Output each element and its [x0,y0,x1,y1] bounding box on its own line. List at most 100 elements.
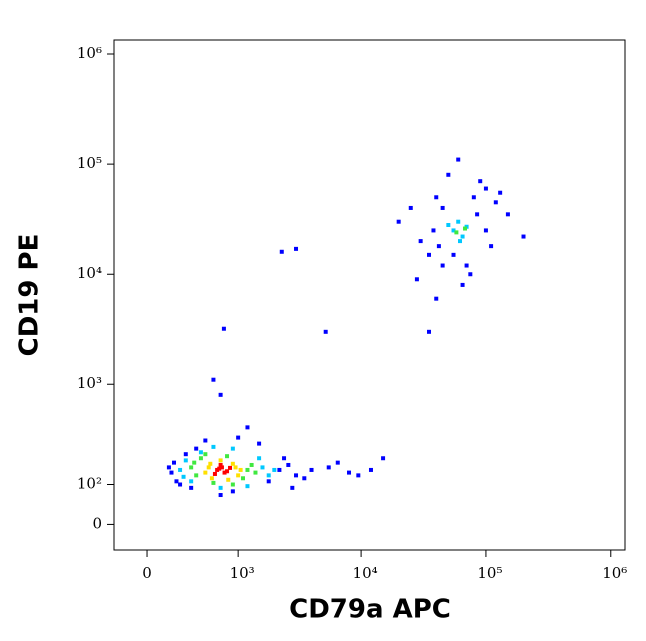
point [181,474,186,479]
point [208,461,213,466]
point [203,452,208,457]
point [169,470,174,475]
point [440,263,445,268]
point [225,454,230,459]
point [302,476,307,481]
point [434,195,439,200]
point [282,456,287,461]
point [475,212,480,217]
point [172,460,177,465]
point [183,458,188,463]
point [211,480,216,485]
point [451,252,456,257]
point [451,228,456,233]
point [192,460,197,465]
point [222,470,227,475]
point [483,186,488,191]
point [245,425,250,430]
point [446,223,451,228]
y-tick-label: 0 [92,514,102,532]
y-axis-title: CD19 PE [15,234,45,357]
point [464,263,469,268]
point [218,458,223,463]
point [440,205,445,210]
point [225,469,230,474]
point [203,470,208,475]
point [178,467,183,472]
point [427,329,432,334]
point [233,465,238,470]
point [427,252,432,257]
point [260,465,265,470]
point [478,179,483,184]
x-tick-label: 10⁵ [477,564,502,582]
point [230,446,235,451]
point [286,462,291,467]
point [236,473,241,478]
point [277,467,282,472]
point [203,438,208,443]
point [456,219,461,224]
point [206,465,211,470]
point [266,479,271,484]
point [174,479,179,484]
y-tick-label: 10⁵ [77,154,102,172]
point [483,228,488,233]
point [230,482,235,487]
point [279,249,284,254]
point [458,239,463,244]
x-axis-title: CD79a APC [289,595,451,625]
point [178,482,183,487]
point [219,465,224,470]
point [212,471,217,476]
point [230,461,235,466]
point [460,234,465,239]
point [218,493,223,498]
y-tick-label: 10⁴ [77,264,102,282]
point [218,462,223,467]
point [183,452,188,457]
point [521,234,526,239]
point [290,485,295,490]
point [215,467,220,472]
point [418,239,423,244]
point [209,476,214,481]
point [431,228,436,233]
point [211,444,216,449]
point [272,467,277,472]
point [218,485,223,490]
point [381,456,386,461]
point [166,465,171,470]
point [221,326,226,331]
y-tick-label: 10³ [77,374,102,392]
point [294,473,299,478]
point [454,230,459,235]
point [368,467,373,472]
point [471,195,476,200]
point [294,246,299,251]
y-tick-label: 10⁶ [77,44,102,62]
point [240,476,245,481]
point [245,484,250,489]
point [396,219,401,224]
point [228,465,233,470]
point [436,244,441,249]
point [230,489,235,494]
point [414,277,419,282]
point [335,460,340,465]
point [189,485,194,490]
point [211,377,216,382]
x-tick-label: 10⁶ [602,564,627,582]
point [356,473,361,478]
point [253,470,258,475]
x-tick-label: 10³ [230,564,255,582]
point [217,466,222,471]
point [498,190,503,195]
point [493,200,498,205]
point [245,467,250,472]
point [408,205,413,210]
point [189,479,194,484]
point [198,456,203,461]
point [236,435,241,440]
